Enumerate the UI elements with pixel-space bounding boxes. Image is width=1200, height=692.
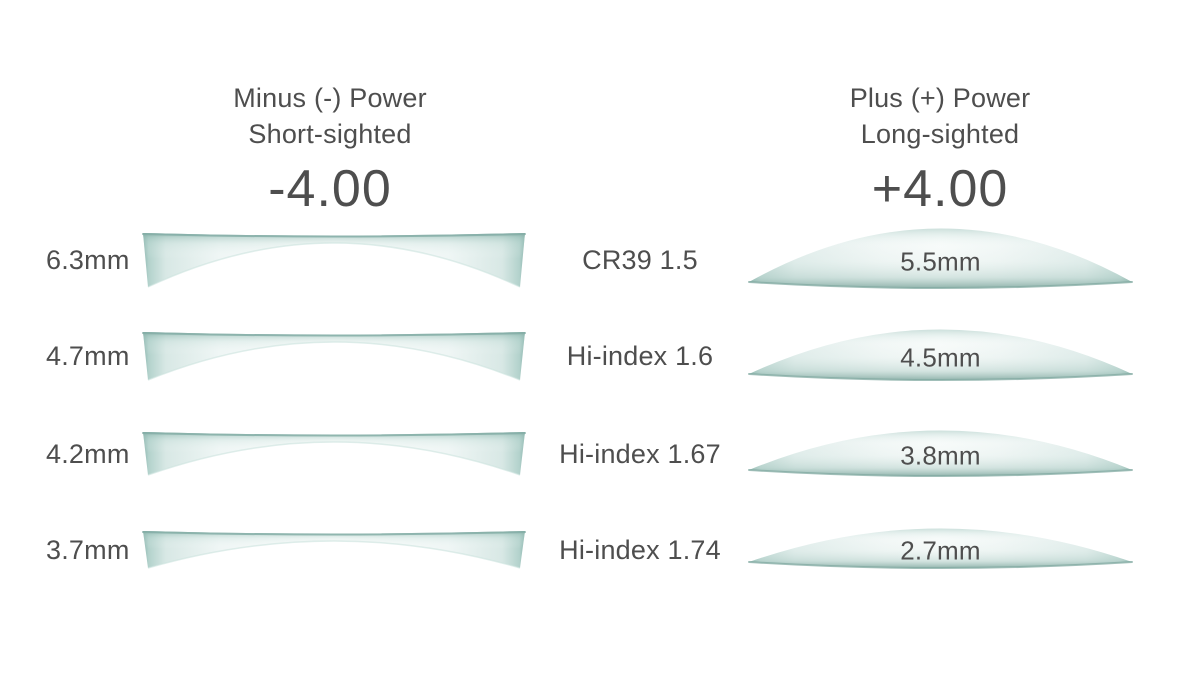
minus-lens-thickness-label: 6.3mm (46, 245, 130, 275)
plus-lens-illustration: 2.7mm (748, 527, 1133, 569)
plus-lens-thickness-label: 5.5mm (900, 246, 981, 277)
plus-power-title: Plus (+) Power (849, 83, 1031, 113)
minus-lens-thickness-label: 4.2mm (46, 439, 130, 469)
plus-power-subtitle: Long-sighted (860, 119, 1020, 149)
material-label: CR39 1.5 (582, 245, 698, 275)
plus-power-header: Plus (+) Power Long-sighted +4.00 (740, 80, 1140, 218)
minus-lens-illustration (140, 427, 528, 476)
minus-lens-thickness-label: 3.7mm (46, 535, 130, 565)
plus-lens-illustration: 5.5mm (748, 227, 1133, 289)
plus-lens-thickness-label: 2.7mm (900, 535, 981, 566)
plus-power-value: +4.00 (871, 160, 1009, 218)
minus-power-title: Minus (-) Power (233, 83, 427, 113)
minus-power-header: Minus (-) Power Short-sighted -4.00 (130, 80, 530, 218)
plus-lens-thickness-label: 3.8mm (900, 440, 981, 471)
material-label: Hi-index 1.74 (559, 535, 721, 565)
material-label: Hi-index 1.6 (566, 341, 714, 371)
plus-lens-thickness-label: 4.5mm (900, 342, 981, 373)
minus-lens-illustration (140, 228, 528, 288)
minus-power-subtitle: Short-sighted (248, 119, 412, 149)
minus-lens-illustration (140, 526, 528, 569)
minus-lens-illustration (140, 327, 528, 381)
minus-power-value: -4.00 (268, 160, 392, 218)
plus-lens-illustration: 4.5mm (748, 328, 1133, 381)
material-label: Hi-index 1.67 (559, 439, 721, 469)
minus-lens-thickness-label: 4.7mm (46, 341, 130, 371)
plus-lens-illustration: 3.8mm (748, 429, 1133, 477)
